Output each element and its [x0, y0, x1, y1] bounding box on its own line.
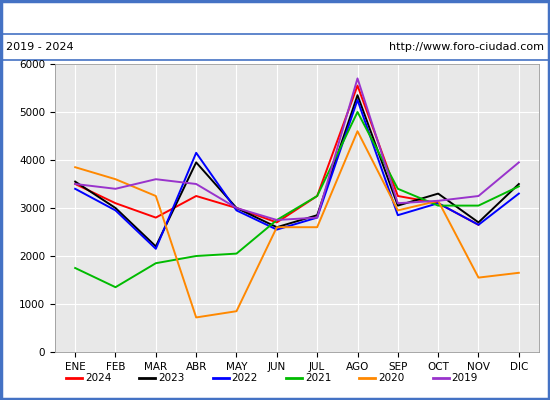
Text: 2024: 2024 — [85, 373, 112, 383]
Text: 2020: 2020 — [378, 373, 405, 383]
Text: 2023: 2023 — [158, 373, 185, 383]
Text: http://www.foro-ciudad.com: http://www.foro-ciudad.com — [389, 42, 544, 52]
Text: 2022: 2022 — [232, 373, 258, 383]
Text: 2021: 2021 — [305, 373, 332, 383]
Text: 2019 - 2024: 2019 - 2024 — [6, 42, 73, 52]
Text: 2019: 2019 — [452, 373, 478, 383]
Text: Evolucion Nº Turistas Nacionales en el municipio de Azuaga: Evolucion Nº Turistas Nacionales en el m… — [76, 10, 474, 24]
